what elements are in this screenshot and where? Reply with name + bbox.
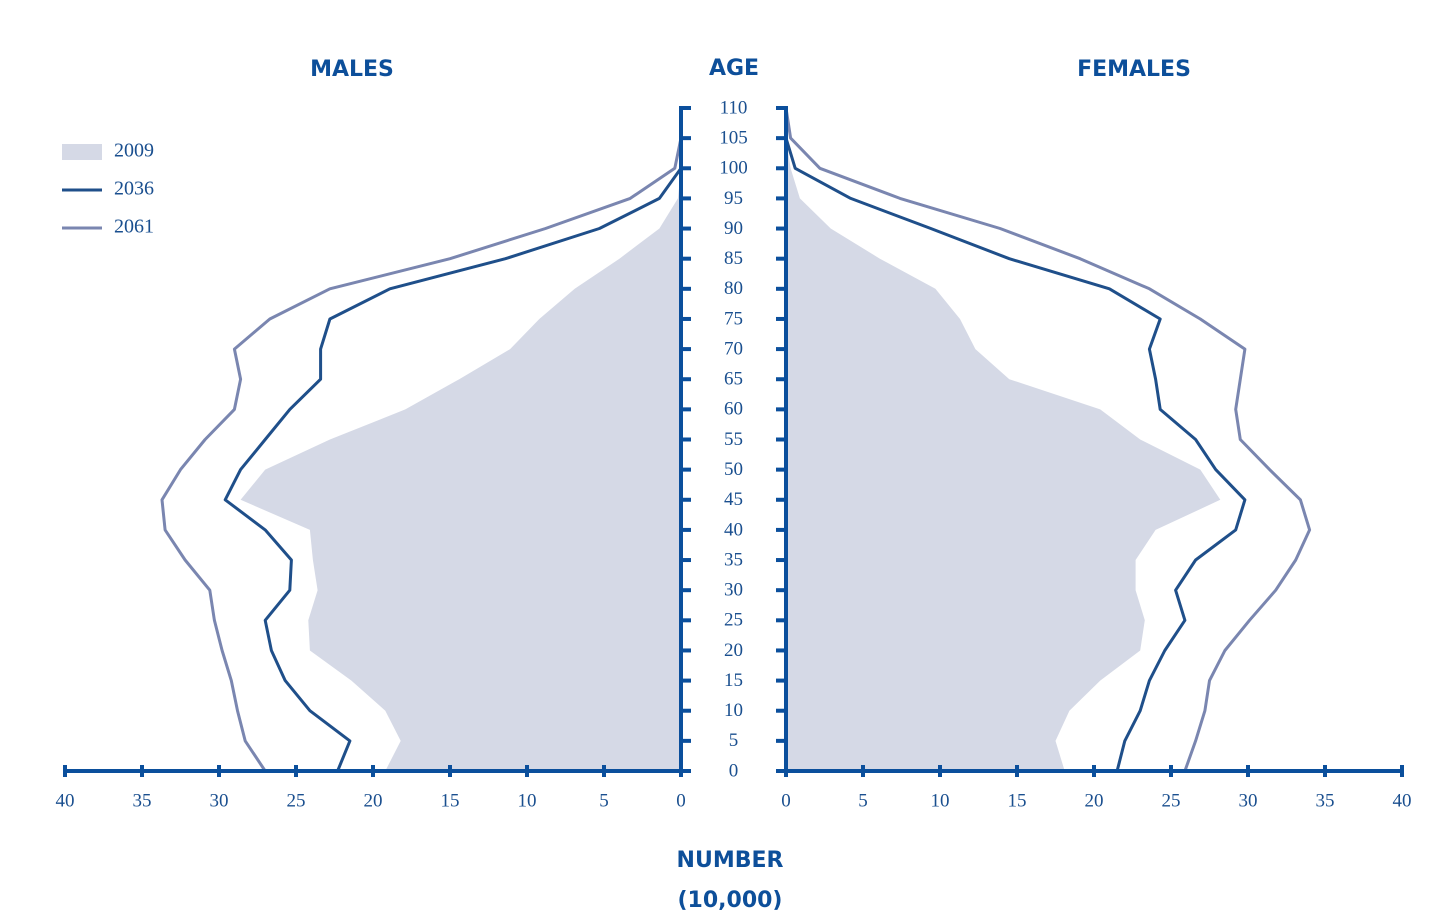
y-tick-label: 45	[724, 489, 743, 510]
left-title: MALES	[310, 57, 394, 82]
x-tick-label: 35	[1316, 790, 1335, 811]
y-tick-label: 0	[729, 760, 739, 781]
line	[784, 108, 1247, 772]
y-tick-label: 65	[724, 369, 743, 390]
y-tick-label: 30	[724, 580, 743, 601]
area	[240, 108, 681, 771]
y-tick-label: 15	[724, 670, 743, 691]
age-title: AGE	[709, 56, 759, 81]
x-tick-label: 25	[1162, 790, 1181, 811]
y-tick-label: 25	[724, 610, 743, 631]
x-axis-unit: (10,000)	[677, 888, 782, 913]
x-tick-label: 40	[56, 790, 75, 811]
y-tick-label: 60	[724, 399, 743, 420]
y-tick-label: 70	[724, 338, 743, 359]
legend-label: 2036	[114, 178, 154, 200]
y-tick-label: 80	[724, 278, 743, 299]
right-title: FEMALES	[1077, 57, 1191, 82]
line	[160, 108, 683, 772]
line	[784, 107, 1312, 772]
x-tick-label: 5	[858, 790, 868, 811]
y-tick-label: 85	[724, 248, 743, 269]
legend-label: 2061	[114, 216, 154, 238]
x-tick-label: 10	[931, 790, 950, 811]
x-tick-label: 0	[781, 790, 791, 811]
x-tick-label: 20	[1085, 790, 1104, 811]
y-tick-label: 110	[720, 97, 748, 118]
y-tick-label: 100	[719, 158, 748, 179]
y-tick-label: 10	[724, 700, 743, 721]
x-tick-label: 15	[441, 790, 460, 811]
x-tick-label: 25	[287, 790, 306, 811]
x-tick-label: 10	[518, 790, 537, 811]
x-axis-title: NUMBER	[677, 848, 784, 873]
y-tick-label: 75	[724, 308, 743, 329]
x-tick-label: 30	[1239, 790, 1258, 811]
x-tick-label: 20	[364, 790, 383, 811]
x-tick-label: 30	[210, 790, 229, 811]
y-tick-label: 40	[724, 519, 743, 540]
y-tick-label: 50	[724, 459, 743, 480]
x-tick-label: 0	[676, 790, 686, 811]
x-tick-label: 15	[1008, 790, 1027, 811]
y-tick-label: 5	[729, 730, 739, 751]
y-tick-label: 35	[724, 549, 743, 570]
legend-label: 2009	[114, 140, 154, 162]
x-tick-label: 35	[133, 790, 152, 811]
x-tick-label: 5	[599, 790, 609, 811]
y-tick-label: 20	[724, 640, 743, 661]
x-tick-label: 40	[1393, 790, 1412, 811]
y-tick-label: 95	[724, 188, 743, 209]
line	[223, 108, 683, 772]
y-tick-label: 105	[719, 127, 748, 148]
area	[786, 108, 1221, 771]
y-tick-label: 90	[724, 218, 743, 239]
y-tick-label: 55	[724, 429, 743, 450]
legend-swatch	[62, 144, 102, 160]
